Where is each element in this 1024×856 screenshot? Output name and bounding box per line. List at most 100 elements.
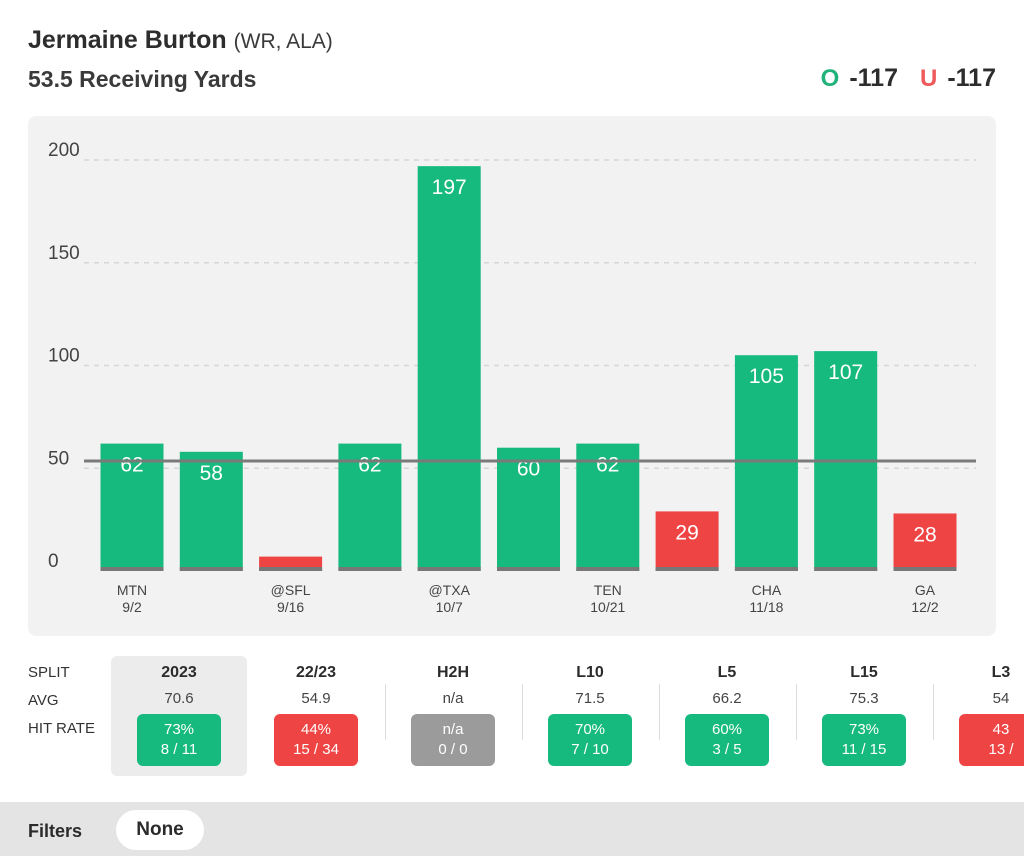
filters-label: Filters [28,821,83,841]
x-tick-date: 10/21 [590,599,625,615]
bar-value-label: 62 [358,454,381,477]
split-name: L15 [850,664,878,681]
bar-value-label: 197 [432,176,467,199]
hit-rate-frac: 13 / [988,741,1014,758]
x-tick-label: MTN [117,582,147,598]
split-column-22-23[interactable]: 22/23 54.9 44% 15 / 34 [248,656,384,776]
hit-rate-badge: 73% 11 / 15 [822,714,906,766]
split-column-h2h[interactable]: H2H n/a n/a 0 / 0 [385,656,521,776]
x-tick-date: 12/2 [911,599,938,615]
hit-rate-badge: 43 13 / [959,714,1024,766]
bar [655,511,719,571]
odds: O -117 U -117 [821,64,996,93]
bar-value-label: 29 [675,521,698,544]
split-column-l3[interactable]: L3 54 43 13 / [933,656,1024,776]
bar-base [259,567,323,571]
y-tick-label: 100 [48,346,80,367]
bar-base [576,567,640,571]
player-name: Jermaine Burton [28,26,227,54]
bar [417,166,481,571]
split-column-l5[interactable]: L5 66.2 60% 3 / 5 [659,656,795,776]
hit-rate-pct: 60% [711,721,743,738]
bar-base [734,567,798,571]
bar-base [497,567,560,571]
x-tick-label: GA [915,582,936,598]
bar [179,451,243,571]
y-tick-label: 0 [48,551,59,572]
hit-rate-badge: 73% 8 / 11 [137,714,221,766]
split-divider [385,684,386,740]
player-title: Jermaine Burton (WR, ALA) [28,26,996,55]
bar-value-label: 62 [596,454,619,477]
x-tick-date: 10/7 [436,599,463,615]
hit-rate-frac: 3 / 5 [712,741,742,758]
bar-value-label: 62 [120,454,143,477]
split-name: H2H [436,664,469,681]
prop-title: 53.5 Receiving Yards [28,66,257,92]
split-column-l10[interactable]: L10 71.5 70% 7 / 10 [522,656,658,776]
bar-base [179,567,243,571]
split-avg: 70.6 [164,690,194,707]
split-avg: 75.3 [849,690,879,707]
split-divider [796,684,797,740]
bar-chart: 05010015020062MTN9/258@SFL9/1662197@TXA1… [48,140,976,615]
bar-value-label: 60 [517,458,540,481]
bar-value-label: 28 [913,523,936,546]
x-tick-date: 9/2 [122,599,142,615]
bar-value-label: 107 [828,361,863,384]
splits-table: SPLIT AVG HIT RATE 2023 70.6 73% 8 / 11 22/2… [0,656,1024,776]
hit-rate-frac: 15 / 34 [293,741,339,758]
filters-none-pill[interactable]: None [116,810,204,850]
hit-rate-frac: 8 / 11 [160,741,198,758]
hit-rate-pct: n/a [442,721,464,738]
bar [338,443,402,571]
player-position: (WR, ALA) [233,30,333,53]
split-divider [522,684,523,740]
bar [576,443,640,571]
bar-base [655,567,719,571]
over-odds[interactable]: -117 [849,64,898,92]
y-tick-label: 200 [48,140,80,161]
x-tick-date: 11/18 [749,599,783,615]
x-tick-date: 9/16 [277,599,304,615]
split-avg: 66.2 [712,690,742,707]
bar-base [100,567,164,571]
split-avg: 54.9 [301,690,331,707]
hit-rate-pct: 73% [163,721,195,738]
hit-rate-pct: 44% [300,721,332,738]
split-column-2023[interactable]: 2023 70.6 73% 8 / 11 [111,656,247,776]
split-name: L5 [717,664,737,681]
bar [734,355,798,571]
split-avg: 54 [992,690,1010,707]
hit-rate-pct: 43 [992,721,1010,738]
bar-value-label: 105 [749,365,784,388]
x-tick-label: TEN [594,582,622,598]
bar [497,447,560,571]
split-avg: n/a [442,690,464,707]
bar-base [893,567,957,571]
split-label: SPLIT [28,664,70,681]
x-tick-label: CHA [752,582,782,598]
filters-bar: Filters None [0,802,1024,856]
split-avg: 71.5 [575,690,605,707]
hit-rate-badge: 60% 3 / 5 [685,714,769,766]
hit-rate-badge: n/a 0 / 0 [411,714,495,766]
y-tick-label: 50 [48,448,69,469]
split-name: 2023 [161,664,197,681]
bar [893,513,957,571]
split-divider [933,684,934,740]
bar [100,443,164,571]
split-name: L10 [576,664,604,681]
chart-card: 0 50 100 150 200 62 MTN 9/2 58 @SFL 9/16 62 197 @TXA 1… [28,116,996,636]
y-tick-label: 150 [48,243,80,264]
over-icon: O [820,64,840,92]
avg-label: AVG [28,692,59,709]
hit-rate-pct: 73% [848,721,880,738]
hit-rate-badge: 44% 15 / 34 [274,714,358,766]
x-tick-label: @TXA [428,582,470,598]
bar-value-label: 58 [200,462,223,485]
under-odds[interactable]: -117 [947,64,996,92]
split-column-l15[interactable]: L15 75.3 73% 11 / 15 [796,656,932,776]
hit-rate-badge: 70% 7 / 10 [548,714,632,766]
hit-rate-frac: 7 / 10 [571,741,609,758]
